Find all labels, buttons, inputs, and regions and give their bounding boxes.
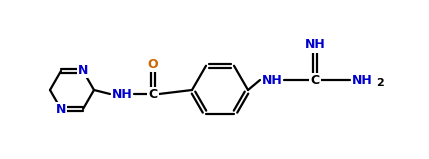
Text: NH: NH [262, 73, 282, 86]
Text: O: O [148, 58, 158, 70]
Text: C: C [148, 87, 157, 100]
Text: 2: 2 [376, 78, 384, 88]
Text: NH: NH [112, 87, 133, 100]
Text: C: C [311, 73, 320, 86]
Text: NH: NH [305, 38, 325, 52]
Text: N: N [56, 103, 66, 116]
Text: NH: NH [352, 73, 372, 86]
Text: N: N [78, 64, 88, 77]
